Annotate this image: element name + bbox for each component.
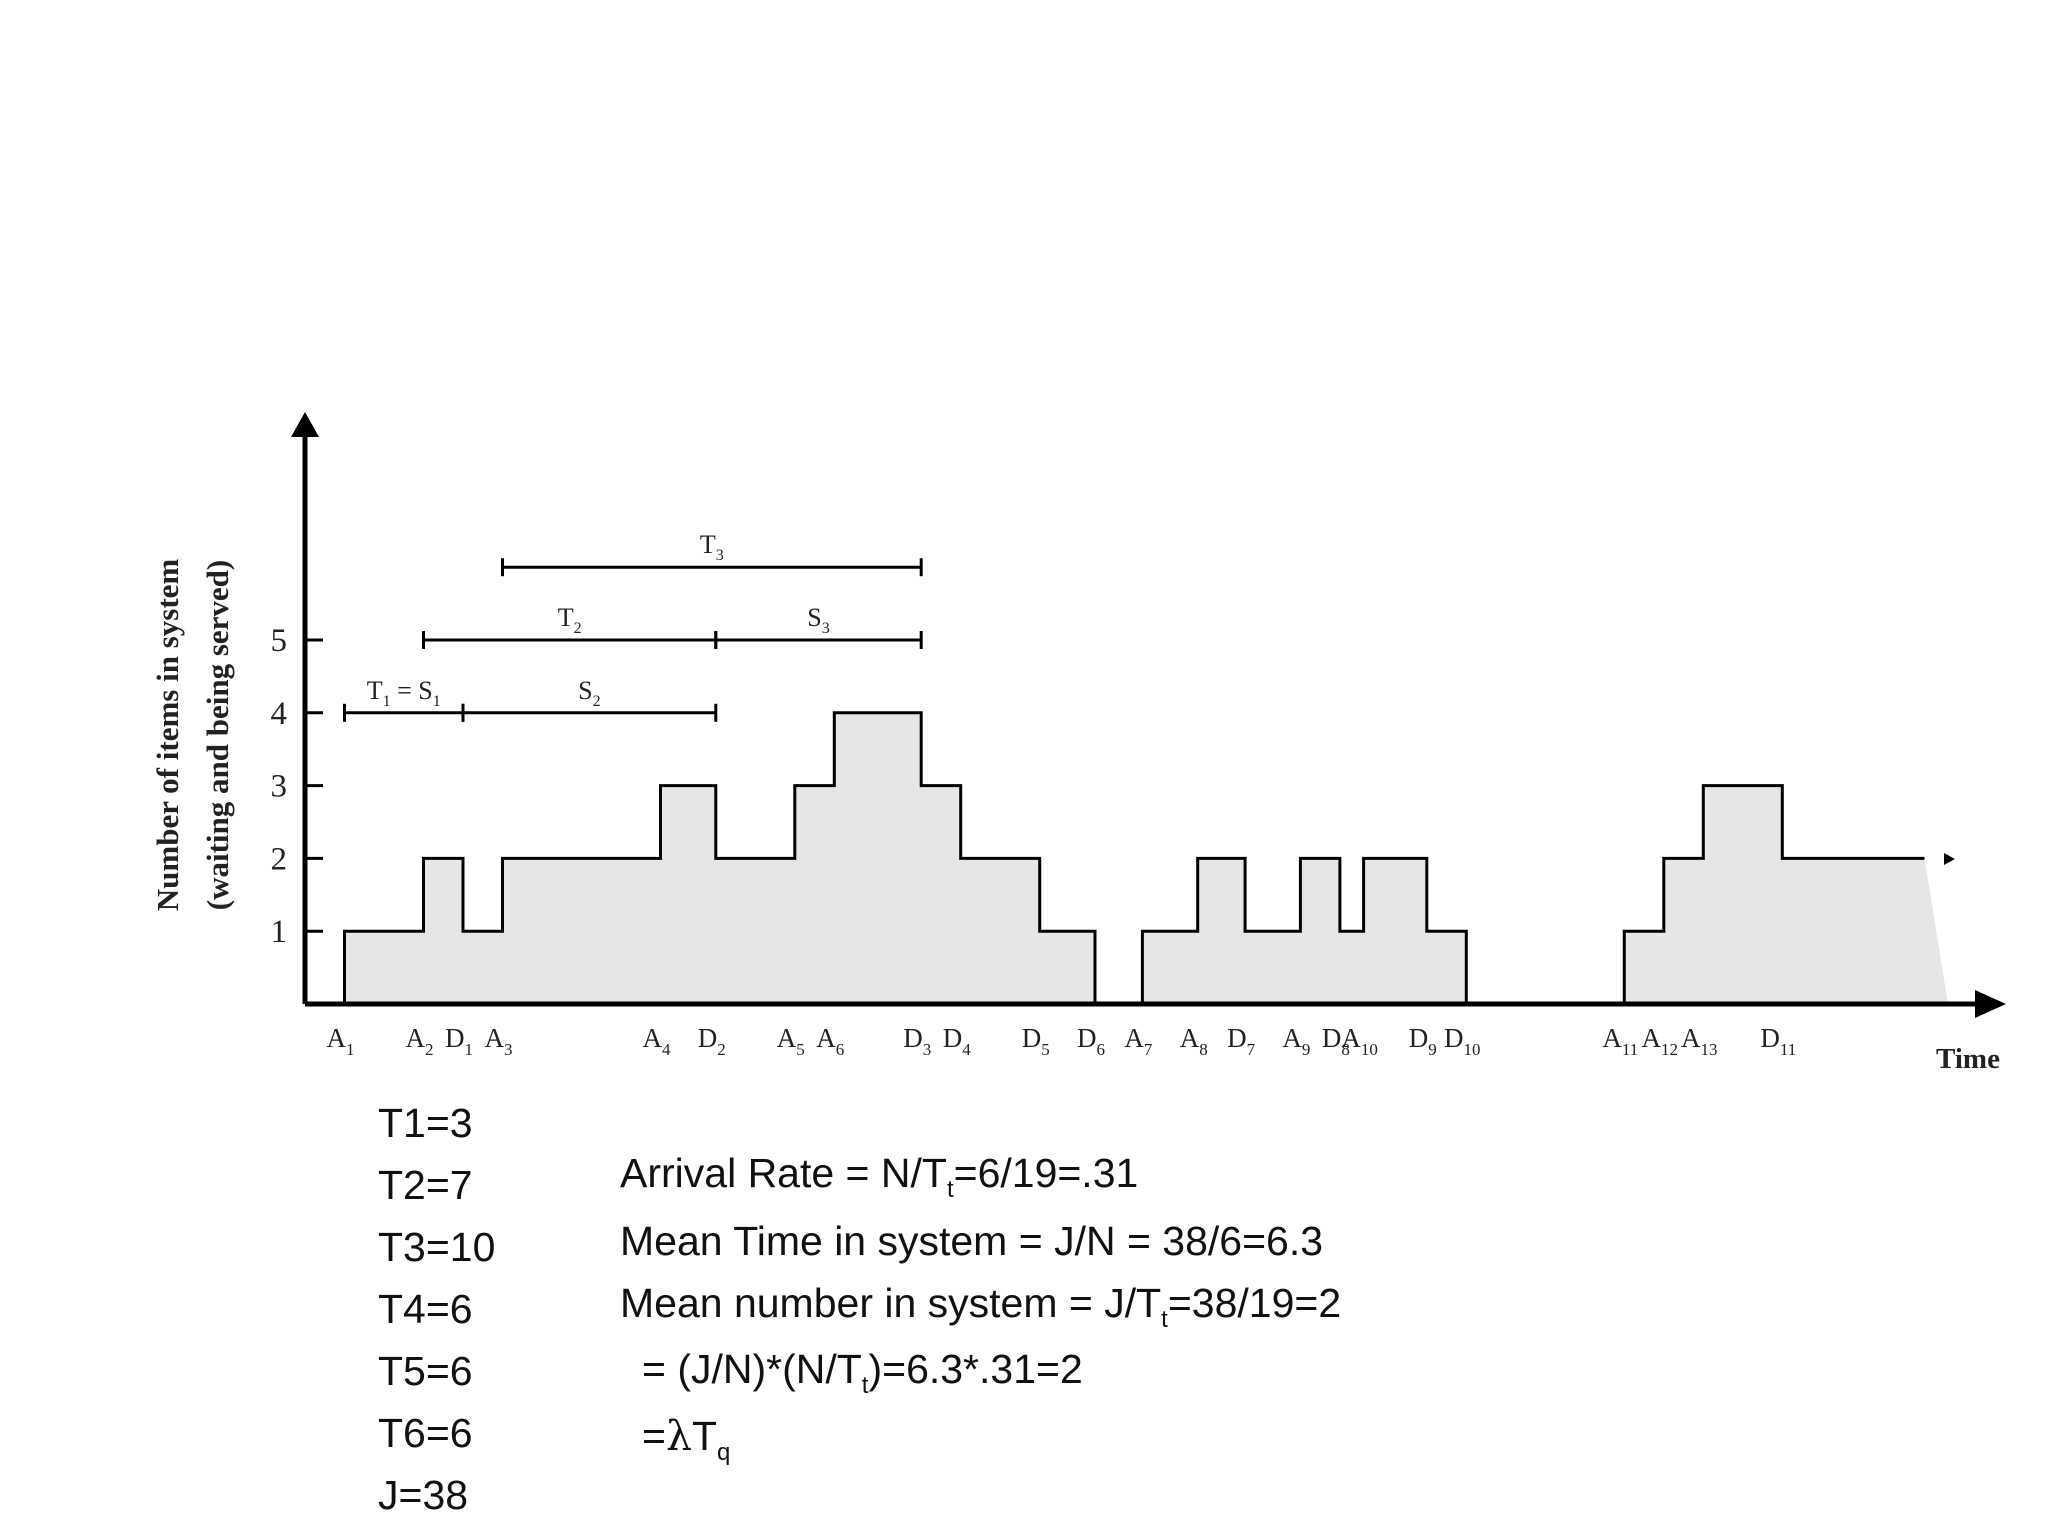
event-label: A4: [643, 1023, 672, 1059]
x-axis-label: Time: [1936, 1043, 2000, 1075]
y-tick-label: 3: [271, 769, 288, 805]
arrival-rate-equation: Arrival Rate = N/Tt=6/19=.31: [620, 1150, 1139, 1203]
y-tick-label: 2: [271, 841, 288, 877]
time-item-t3: T3=10: [378, 1224, 496, 1270]
interval-label: T3: [700, 530, 724, 564]
y-axis-ticks: 1 2 3 4 5: [271, 623, 323, 950]
event-label: D9: [1409, 1023, 1437, 1059]
event-label: D3: [903, 1023, 931, 1059]
event-label: A8: [1180, 1023, 1208, 1059]
event-label: A12: [1642, 1023, 1679, 1059]
interval-bracket: S2: [461, 676, 718, 722]
interval-bracket: T1 = S1: [343, 676, 465, 722]
interval-label: T1 = S1: [367, 676, 441, 710]
time-item-j: J=38: [378, 1472, 469, 1518]
step-line-arrowhead: [1944, 853, 1955, 865]
mean-time-equation: Mean Time in system = J/N = 38/6=6.3: [620, 1218, 1324, 1264]
y-tick-label: 5: [271, 623, 288, 659]
event-label: D4: [943, 1023, 972, 1059]
event-label: A7: [1124, 1023, 1153, 1059]
event-label: A3: [485, 1023, 513, 1059]
event-label: D2: [698, 1023, 726, 1059]
y-axis-label-line2: (waiting and being served): [200, 560, 235, 911]
mean-number-equation: Mean number in system = J/Tt=38/19=2: [620, 1280, 1342, 1333]
event-label: A5: [777, 1023, 805, 1059]
x-axis-arrowhead: [1975, 990, 2006, 1018]
event-label: A1: [327, 1023, 355, 1059]
time-item-t5: T5=6: [378, 1348, 473, 1394]
event-label: D11: [1760, 1023, 1796, 1059]
lambda-equation: =λTq: [642, 1412, 731, 1466]
event-label: D1: [445, 1023, 473, 1059]
event-label: A2: [406, 1023, 434, 1059]
y-axis-arrowhead: [291, 412, 319, 437]
event-label: D5: [1022, 1023, 1050, 1059]
event-label: A13: [1681, 1023, 1718, 1059]
times-list: T1=3 T2=7 T3=10 T4=6 T5=6 T6=6 J=38: [378, 1092, 495, 1526]
time-item-t2: T2=7: [378, 1162, 473, 1208]
interval-label: T2: [558, 603, 582, 637]
event-label: A9: [1282, 1023, 1310, 1059]
time-item-t6: T6=6: [378, 1410, 473, 1456]
y-axis-label-line1: Number of items in system: [150, 559, 185, 912]
event-label: D6: [1077, 1023, 1105, 1059]
time-item-t1: T1=3: [378, 1100, 473, 1146]
event-label: D10: [1444, 1023, 1481, 1059]
interval-bracket: T2: [422, 603, 718, 649]
event-label: A11: [1602, 1023, 1638, 1059]
event-label: D7: [1227, 1023, 1256, 1059]
interval-brackets: T1 = S1 S2 T2 S3 T3: [343, 530, 923, 722]
interval-label: S2: [578, 676, 600, 710]
axes: [291, 412, 2006, 1018]
time-item-t4: T4=6: [378, 1286, 473, 1332]
y-tick-label: 1: [271, 914, 288, 950]
items-area-fill: [344, 712, 1948, 1004]
event-label: A6: [816, 1023, 844, 1059]
interval-bracket: T3: [501, 530, 923, 577]
product-equation: = (J/N)*(N/Tt)=6.3*.31=2: [642, 1346, 1083, 1399]
interval-label: S3: [807, 603, 829, 637]
interval-bracket: S3: [714, 603, 923, 649]
y-tick-label: 4: [271, 696, 288, 732]
